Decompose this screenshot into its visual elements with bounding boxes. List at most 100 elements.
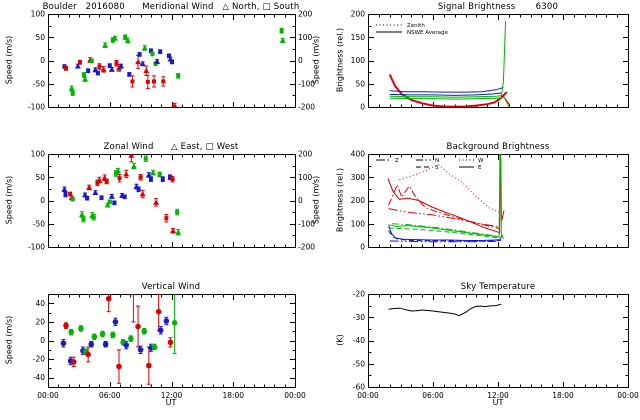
- marker-square: [170, 59, 175, 64]
- marker-circle: [70, 359, 77, 365]
- marker-circle: [131, 294, 136, 295]
- legend-label: Z: [395, 158, 399, 164]
- marker-triangle: [145, 171, 152, 178]
- marker-square: [152, 79, 157, 84]
- marker-square: [130, 79, 135, 84]
- marker-square: [104, 179, 109, 184]
- marker-circle: [99, 331, 106, 337]
- marker-circle: [85, 351, 91, 358]
- marker-circle: [91, 333, 98, 340]
- marker-square: [107, 199, 112, 204]
- axes-zonal-wind: [48, 154, 296, 248]
- y-tick-label: 0: [40, 336, 45, 345]
- marker-circle: [137, 347, 144, 353]
- marker-square: [157, 172, 162, 177]
- x-tick-label: 18:00: [552, 391, 574, 400]
- plot-title-meridional-wind: Boulder 2016080 Meridional Wind △ North,…: [42, 2, 300, 12]
- right-tick-label: 100: [298, 33, 313, 42]
- marker-square: [127, 72, 132, 77]
- right-tick-label: 0: [298, 56, 303, 65]
- marker-square: [279, 28, 284, 33]
- marker-triangle: [139, 190, 146, 197]
- legend-label: Zenith: [407, 23, 425, 29]
- marker-triangle: [128, 154, 135, 158]
- marker-square: [166, 53, 171, 58]
- y-tick-label: -50: [353, 359, 365, 368]
- marker-triangle: [111, 35, 118, 41]
- series-line: [388, 208, 499, 227]
- axes-meridional-wind: [48, 14, 296, 108]
- marker-triangle: [149, 169, 156, 175]
- marker-square: [148, 48, 153, 53]
- right-tick-label: 200: [298, 150, 313, 159]
- marker-triangle: [130, 163, 137, 169]
- y-tick-label: 100: [351, 56, 366, 65]
- marker-square: [107, 63, 112, 68]
- series-line: [389, 96, 504, 100]
- series-line: [389, 92, 502, 96]
- marker-triangle: [170, 227, 177, 234]
- marker-triangle: [108, 66, 115, 72]
- y-axis-label-vertical: Speed (m/s): [4, 315, 14, 365]
- marker-square: [70, 197, 75, 202]
- marker-circle: [110, 332, 116, 338]
- marker-triangle: [124, 37, 131, 43]
- x-tick-label: 06:00: [422, 391, 444, 400]
- y-axis-label-signal: Brightness (rel.): [335, 27, 345, 93]
- right-tick-label: 100: [298, 173, 313, 182]
- series-line: [388, 154, 504, 240]
- marker-square: [112, 200, 117, 205]
- legend-label: E: [478, 165, 482, 171]
- axes-background-brightness: [368, 154, 629, 248]
- marker-circle: [102, 341, 109, 348]
- x-tick-label: 06:00: [99, 391, 121, 400]
- axes-sky-temperature: [368, 294, 629, 388]
- marker-triangle: [114, 167, 121, 174]
- marker-square: [148, 177, 153, 182]
- x-tick-label: 12:00: [161, 391, 183, 400]
- marker-circle: [151, 344, 158, 350]
- y-tick-label: 0: [40, 56, 45, 65]
- marker-triangle: [108, 193, 115, 199]
- marker-square: [143, 156, 148, 161]
- marker-circle: [112, 319, 119, 325]
- marker-square: [123, 35, 128, 40]
- x-tick-label: 00:00: [617, 391, 639, 400]
- right-tick-label: 0: [298, 196, 303, 205]
- marker-square: [68, 191, 73, 196]
- marker-square: [82, 72, 87, 77]
- marker-triangle: [96, 177, 103, 183]
- legend-label: S: [435, 165, 439, 171]
- y-tick-label: -50: [33, 219, 45, 228]
- marker-triangle: [68, 85, 75, 91]
- y-tick-label: 200: [351, 196, 366, 205]
- x-axis-label-right-ut: UT: [492, 398, 504, 407]
- marker-square: [170, 177, 175, 182]
- y-tick-label: -20: [353, 290, 365, 299]
- marker-square: [138, 175, 143, 180]
- marker-square: [160, 177, 165, 182]
- marker-circle: [135, 323, 141, 330]
- marker-square: [86, 68, 91, 73]
- marker-circle: [63, 322, 69, 329]
- marker-triangle: [135, 58, 142, 65]
- marker-triangle: [175, 229, 182, 235]
- series-line: [388, 225, 503, 241]
- marker-triangle: [118, 63, 125, 69]
- marker-circle: [155, 308, 162, 315]
- y-tick-label: -50: [33, 79, 45, 88]
- marker-square: [64, 66, 69, 71]
- series-line: [388, 227, 497, 239]
- y-tick-label: -100: [28, 243, 45, 252]
- y-tick-label: 40: [35, 299, 45, 308]
- marker-square: [77, 60, 82, 65]
- series-line: [389, 240, 499, 243]
- marker-square: [70, 91, 75, 96]
- y-tick-label: -40: [33, 373, 45, 382]
- tick-labels-vertical-wind: -40 -20 0 20 40 00:00 06:00 12:00 18:00 00:00: [33, 299, 306, 400]
- data-points-zonal-wind: [61, 154, 182, 236]
- marker-square: [161, 79, 166, 84]
- y-tick-label: -20: [33, 355, 45, 364]
